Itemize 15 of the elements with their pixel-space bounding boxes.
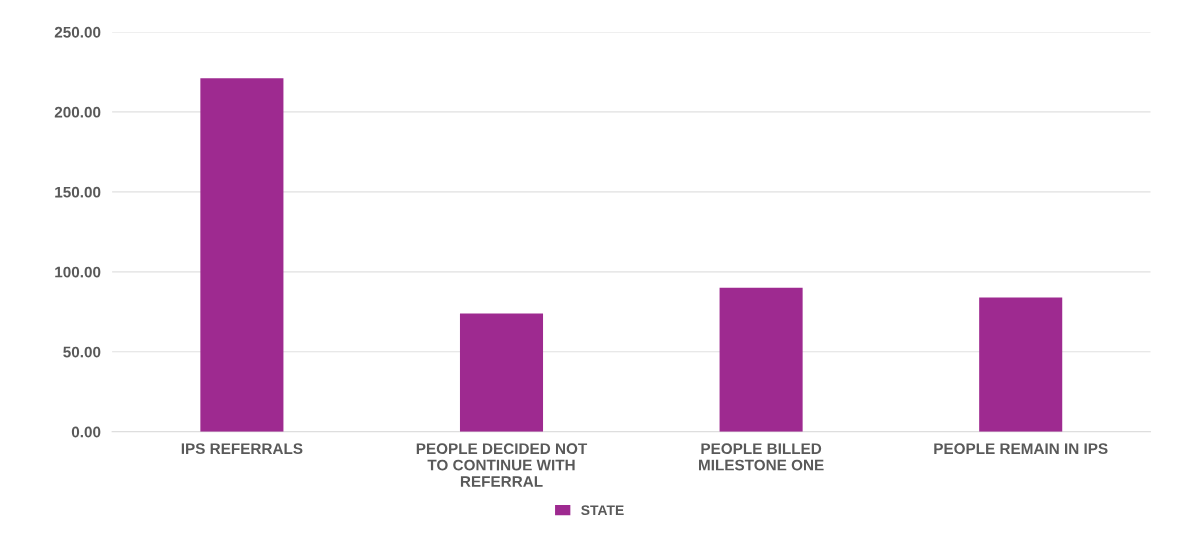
x-tick-label: PEOPLE BILLED MILESTONE ONE bbox=[699, 443, 824, 471]
y-tick-label: 100.00 bbox=[55, 266, 101, 278]
y-tick-label: 50.00 bbox=[63, 346, 101, 358]
x-tick-label: PEOPLE REMAIN IN IPS bbox=[934, 443, 1108, 455]
x-tick-label: IPS REFERRALS bbox=[181, 443, 303, 455]
x-tick-label: PEOPLE DECIDED NOT TO CONTINUE WITH REFERRAL bbox=[416, 443, 588, 487]
bar bbox=[979, 297, 1063, 432]
bar bbox=[200, 78, 284, 432]
y-tick-label: 0.00 bbox=[71, 426, 101, 438]
legend-label: STATE bbox=[581, 505, 624, 516]
bar bbox=[459, 313, 544, 432]
y-tick-label: 200.00 bbox=[54, 106, 101, 118]
bar bbox=[719, 287, 803, 432]
y-tick-label: 150.00 bbox=[55, 186, 101, 198]
y-tick-label: 250.00 bbox=[54, 26, 101, 38]
